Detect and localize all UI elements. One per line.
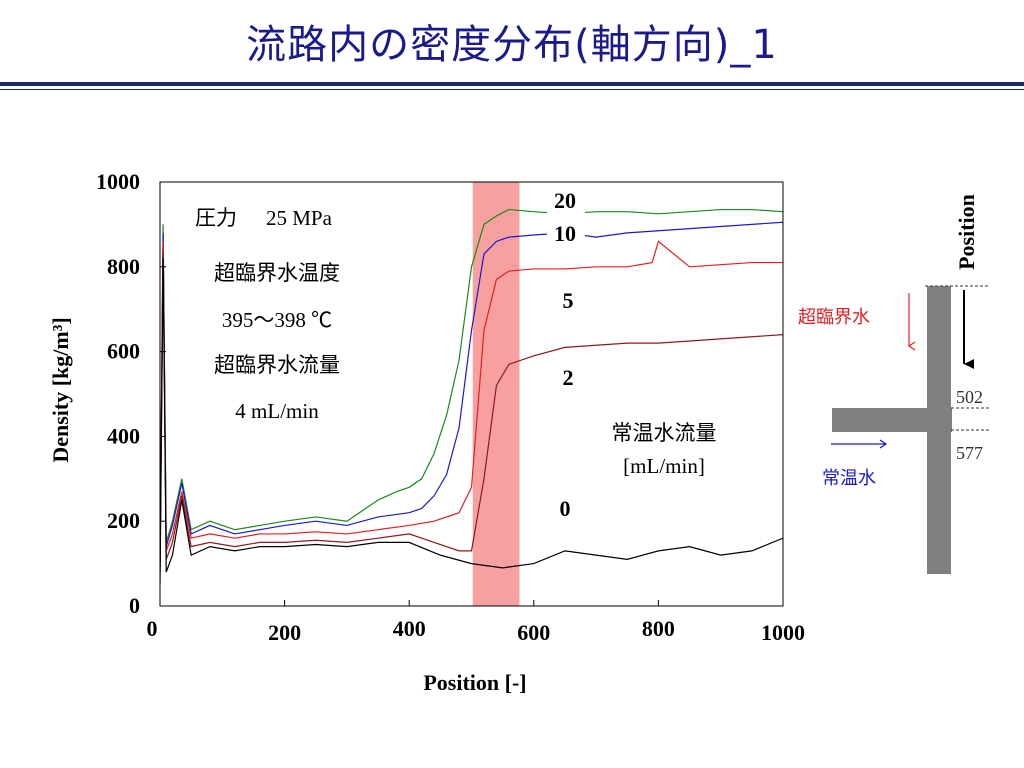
x-tick-label: 400 (393, 616, 426, 641)
x-tick-label: 200 (268, 620, 301, 645)
conditions-block: 圧力 25 MPa 超臨界水温度 395～398 ℃ 超臨界水流量 4 mL/m… (195, 206, 340, 423)
series-line-2 (160, 249, 783, 573)
legend-title: 常温水流量 (612, 421, 717, 445)
title-rule-thin (0, 89, 1024, 90)
plot-frame (159, 181, 784, 607)
x-tick-label: 1000 (761, 620, 805, 645)
x-axis-label: Position [-] (423, 670, 526, 695)
series-label-10: 10 (554, 221, 576, 246)
series-label-2: 2 (563, 365, 574, 390)
x-tick-label: 600 (517, 620, 550, 645)
y-axis-label: Density [kg/m³] (48, 317, 73, 462)
y-tick-label: 1000 (96, 169, 140, 194)
inset-scw-label: 超臨界水 (798, 307, 870, 328)
series-line-0 (160, 258, 783, 585)
y-tick-label: 200 (107, 508, 140, 533)
series-label-5: 5 (563, 288, 574, 313)
title-rule-thick (0, 82, 1024, 86)
pressure-label: 圧力 (195, 206, 237, 230)
series-label-backdrop (547, 188, 585, 240)
flow-label: 超臨界水流量 (214, 353, 340, 377)
inset-diagram: Position 502 577 超臨界水 常温水 (798, 194, 990, 574)
pressure-value: 25 MPa (266, 206, 333, 230)
temp-value: 395～398 ℃ (222, 308, 332, 332)
series-label-20: 20 (554, 188, 576, 213)
temp-label: 超臨界水温度 (214, 261, 340, 285)
series-line-5 (160, 240, 783, 568)
x-tick-label: 800 (642, 616, 675, 641)
page-title: 流路内の密度分布(軸方向)_1 (246, 22, 778, 68)
series-layer (160, 208, 783, 585)
inset-horizontal-channel (832, 408, 952, 432)
highlight-band (472, 182, 520, 606)
inset-marker-upper: 502 (956, 387, 983, 407)
x-tick-label: 0 (147, 616, 158, 641)
series-line-20 (160, 208, 783, 564)
inset-water-label: 常温水 (822, 468, 876, 489)
y-tick-label: 600 (107, 339, 140, 364)
legend-unit: [mL/min] (623, 454, 705, 478)
inset-position-label: Position (954, 194, 979, 270)
inset-marker-lower: 577 (956, 443, 983, 463)
y-tick-label: 800 (107, 254, 140, 279)
y-tick-label: 0 (129, 593, 140, 618)
flow-value: 4 mL/min (235, 399, 319, 423)
y-tick-label: 400 (107, 423, 140, 448)
series-label-0: 0 (560, 496, 571, 521)
series-line-10 (160, 221, 783, 564)
